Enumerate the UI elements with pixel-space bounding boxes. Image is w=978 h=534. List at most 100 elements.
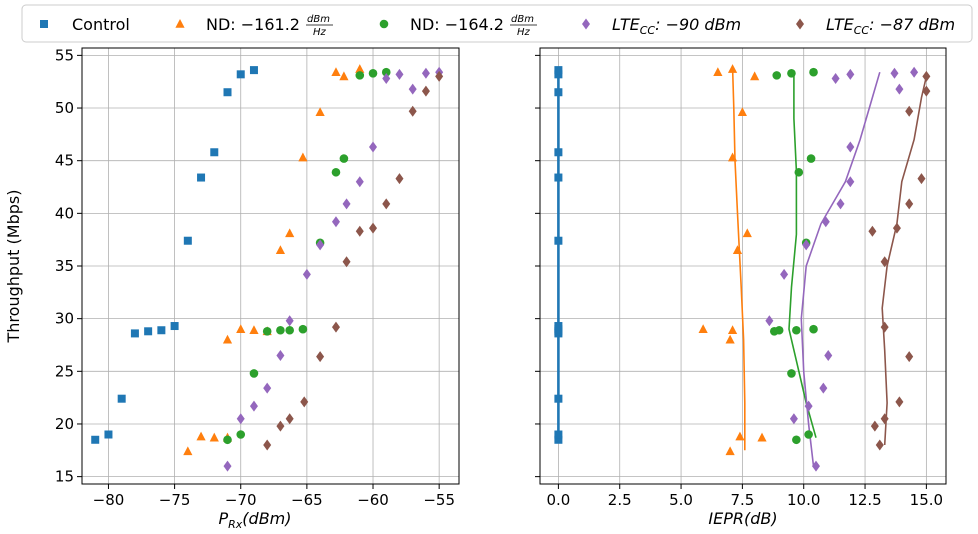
right-point-lte87-5 [880,321,889,333]
legend-marker-lte90 [582,18,590,30]
left-point-lte87-10 [395,173,404,185]
left-point-lte90-12 [382,73,391,85]
right-point-control-1 [554,430,563,439]
right-point-nd161-9 [737,107,747,117]
left-point-control-10 [223,88,232,97]
left-point-nd161-10 [298,152,308,162]
left-point-lte87-5 [331,321,340,333]
right-ticks: 0.0 2.5 5.0 7.5 10.0 12.5 15.0 [535,54,943,509]
left-y-tick-label-0: 15 [55,468,74,486]
legend: Control ND: −161.2 dBm Hz ND: −164.2 dBm… [21,4,973,43]
left-point-lte90-10 [355,176,364,188]
left-point-nd161-13 [339,71,349,81]
right-point-lte90-0 [811,460,820,472]
left-point-control-8 [197,173,206,182]
left-point-nd161-2 [209,432,219,442]
legend-marker-shape-4 [796,18,804,30]
left-x-tick-label-1: −75 [159,491,191,509]
left-point-nd164-5 [285,325,294,335]
right-x-tick-label-4: 10.0 [787,491,820,509]
left-y-tick-label-3: 30 [55,310,74,328]
left-point-nd164-10 [355,71,365,80]
legend-frac-num-nd164: dBm [511,14,534,25]
right-point-nd161-4 [725,334,735,344]
right-data-points [554,64,931,472]
right-point-control-6 [554,322,563,331]
right-point-lte87-11 [905,105,914,117]
legend-label-nd164: ND: −164.2 [410,15,504,34]
left-point-control-0 [91,435,100,444]
legend-entry-lte87: LTECC: −87 dBm [796,15,955,37]
left-x-tick-label-2: −70 [225,491,257,509]
left-point-lte90-3 [263,382,272,394]
left-point-nd161-12 [331,67,341,77]
right-point-lte87-8 [892,222,901,234]
left-point-nd164-9 [339,154,349,163]
right-point-control-10 [554,88,563,97]
right-point-nd164-11 [787,68,796,78]
left-point-lte90-14 [408,83,417,95]
left-point-lte90-5 [285,315,294,327]
right-point-lte87-9 [905,198,914,210]
right-point-control-7 [554,236,563,245]
legend-label-lte90: LTECC: −90 dBm [612,15,741,37]
right-point-control-11 [554,70,563,79]
right-point-lte90-2 [804,400,813,412]
legend-marker-shape-0 [40,20,48,28]
left-point-control-5 [157,326,166,335]
left-point-lte90-0 [223,460,232,472]
left-point-control-11 [236,70,245,79]
right-x-axis-label: IEPR(dB) [708,509,777,528]
left-point-lte90-9 [342,198,351,210]
legend-label-lte87-base: LTE [826,15,855,34]
right-x-tick-label-3: 7.5 [730,491,754,509]
left-point-nd161-4 [222,334,233,344]
right-point-nd161-12 [750,71,760,81]
right-point-lte90-8 [821,216,830,228]
right-point-nd164-8 [794,167,804,177]
left-point-nd164-4 [276,325,285,335]
right-point-lte87-6 [880,256,889,268]
right-point-lte90-11 [846,141,855,153]
right-point-nd164-4 [774,325,784,335]
right-point-nd161-11 [727,64,738,73]
left-point-lte87-0 [263,439,272,451]
right-point-nd164-1 [804,430,813,439]
left-y-tick-label-8: 55 [55,46,74,64]
left-point-lte90-7 [316,239,325,251]
right-point-lte90-16 [910,66,919,78]
right-point-nd161-10 [713,67,723,77]
left-point-control-4 [144,327,153,336]
right-point-lte90-10 [846,176,855,188]
left-point-nd161-6 [249,325,259,335]
left-x-tick-label-3: −65 [291,491,323,509]
legend-label-lte90-base: LTE [612,15,641,34]
legend-box [21,4,973,43]
right-point-nd164-12 [809,67,818,77]
left-point-lte87-8 [369,222,378,234]
legend-label-lte90-rest: : −90 dBm [655,15,741,34]
right-x-tick-label-2: 5.0 [669,491,693,509]
right-point-lte87-10 [917,173,926,185]
left-point-nd161-9 [285,228,295,238]
left-point-lte87-6 [342,256,351,268]
legend-label-lte90-sub: CC [640,24,656,37]
right-point-lte90-13 [846,68,855,80]
left-point-nd164-3 [262,326,272,336]
right-x-tick-label-5: 12.5 [848,491,881,509]
left-y-tick-label-7: 50 [55,99,74,117]
right-point-lte87-2 [880,413,889,425]
right-point-lte90-3 [819,382,828,394]
legend-entry-nd164: ND: −164.2 dBm Hz [379,14,537,38]
left-y-tick-label-6: 45 [55,152,74,170]
left-point-nd164-0 [223,435,232,445]
right-x-tick-label-0: 0.0 [546,491,570,509]
right-point-lte87-7 [868,225,877,237]
right-point-nd161-1 [735,431,745,441]
left-point-lte90-11 [369,141,378,153]
left-y-tick-label-2: 25 [55,362,74,380]
legend-marker-lte87 [796,18,804,30]
right-point-nd164-6 [809,324,818,334]
right-point-lte87-13 [922,70,931,82]
